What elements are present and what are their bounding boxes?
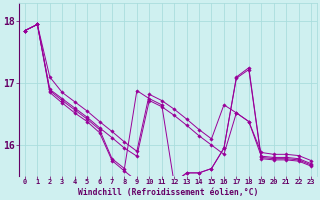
X-axis label: Windchill (Refroidissement éolien,°C): Windchill (Refroidissement éolien,°C) [78,188,258,197]
